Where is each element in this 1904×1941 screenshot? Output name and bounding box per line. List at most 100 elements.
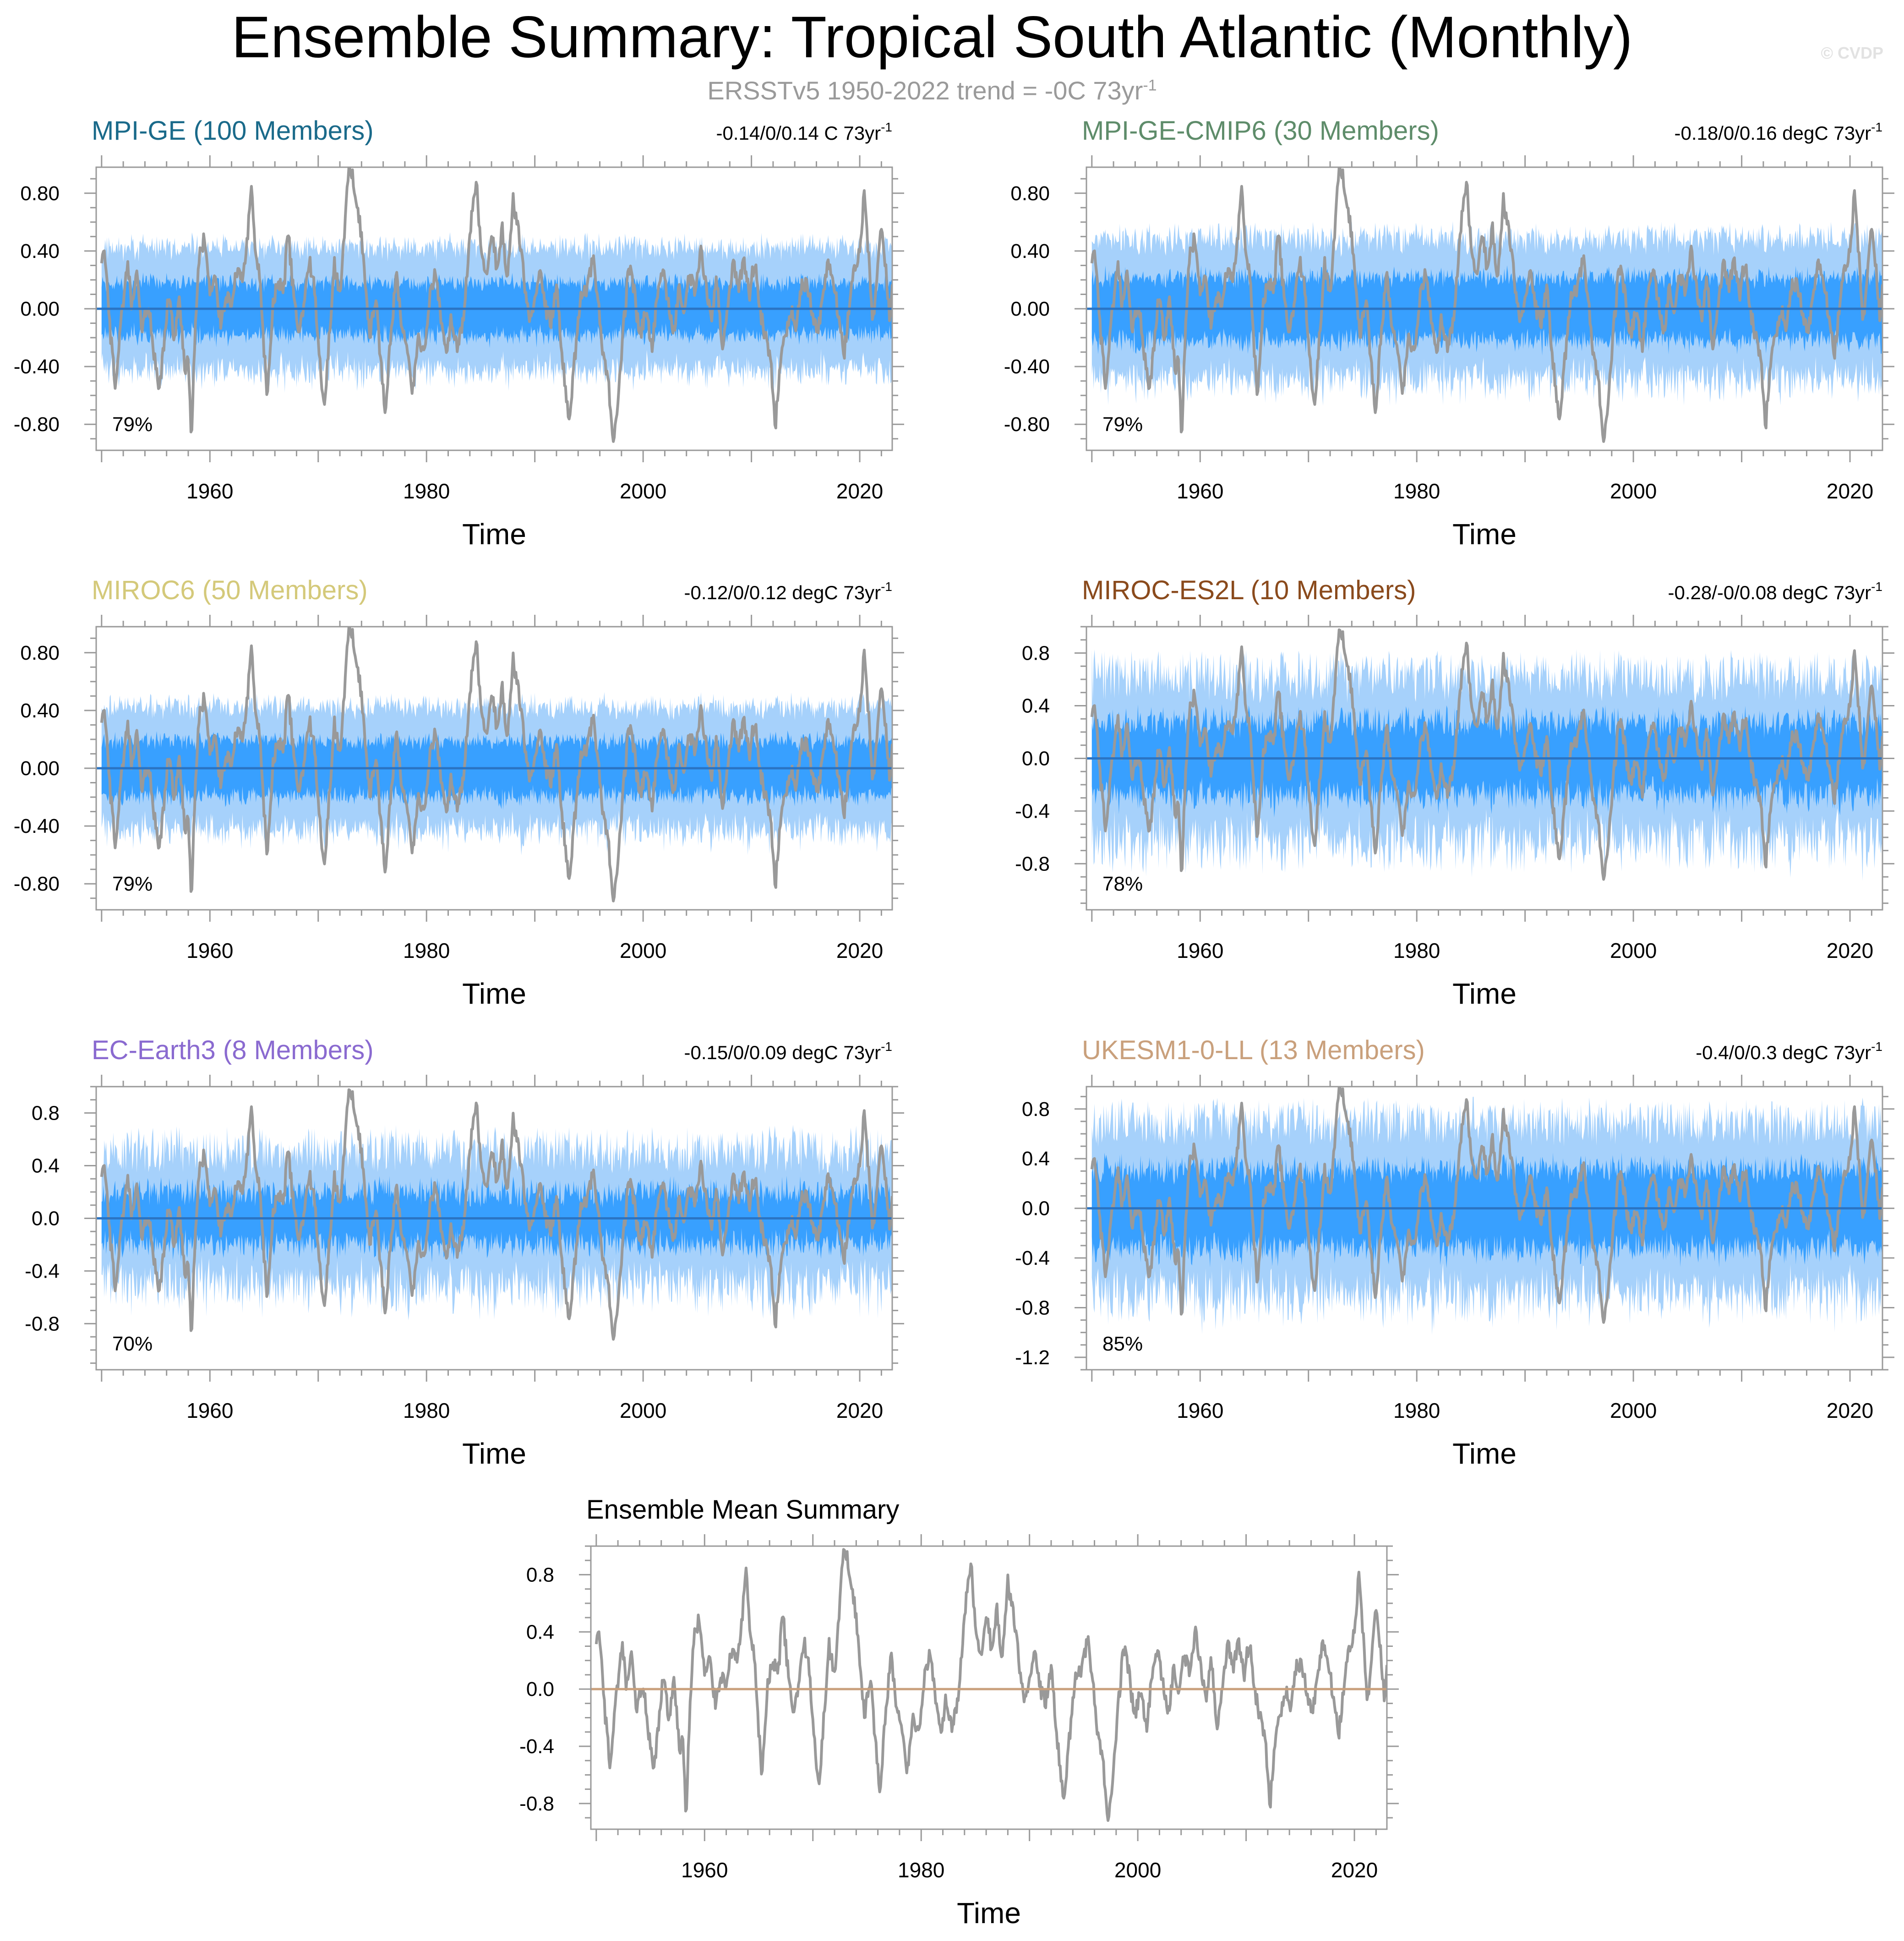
x-tick-label: 2000 — [620, 479, 666, 503]
y-tick-label: -0.80 — [14, 873, 60, 895]
x-tick-label: 1980 — [403, 939, 450, 962]
x-tick-label: 2020 — [1827, 1399, 1873, 1422]
x-tick-label: 2020 — [1827, 479, 1873, 503]
y-tick-label: -0.8 — [25, 1312, 60, 1335]
inner-spread-band — [1091, 1152, 1882, 1268]
trend-label-exponent: -1 — [1871, 120, 1882, 134]
y-tick-label: 0.40 — [1010, 240, 1050, 262]
x-tick-label: 1960 — [186, 939, 233, 962]
percent-label: 70% — [112, 1333, 153, 1355]
x-tick-label: 2000 — [620, 939, 666, 962]
x-tick-label: 1960 — [186, 479, 233, 503]
y-tick-label: -0.4 — [1015, 800, 1050, 822]
panel-title: UKESM1-0-LL (13 Members) — [1082, 1035, 1425, 1065]
panel-title: MPI-GE-CMIP6 (30 Members) — [1082, 116, 1439, 146]
panel-ukesm1-0-ll: -1.2 -0.8 -0.4 0.0 0.4 0.8 1960 1980 2000 2020 Tim… — [1015, 1035, 1894, 1470]
x-tick-label: 1960 — [186, 1399, 233, 1422]
figure-subtitle: ERSSTv5 1950-2022 trend = -0C 73yr-1 — [0, 76, 1864, 105]
y-tick-label: 0.4 — [32, 1154, 60, 1177]
y-tick-label: 0.00 — [1010, 298, 1050, 320]
percent-label: 85% — [1102, 1333, 1143, 1355]
panel-ec-earth3: -0.8 -0.4 0.0 0.4 0.8 1960 1980 2000 2020 Time EC-… — [25, 1035, 904, 1470]
y-tick-label: 0.8 — [1022, 642, 1050, 664]
plot-frame — [95, 1086, 893, 1371]
y-tick-label: 0.80 — [20, 182, 60, 205]
x-tick-label: 2020 — [836, 479, 883, 503]
panel-mpi-ge-cmip6: -0.80 -0.40 0.00 0.40 0.80 1960 1980 2000 2020 Ti… — [1004, 116, 1894, 551]
panel-title: MIROC6 (50 Members) — [92, 575, 368, 605]
figure-title: Ensemble Summary: Tropical South Atlanti… — [231, 5, 1633, 70]
y-tick-label: 0.8 — [32, 1102, 60, 1124]
y-tick-label: 0.4 — [1022, 694, 1050, 717]
y-tick-label: 0.0 — [1022, 747, 1050, 770]
y-tick-label: 0.00 — [20, 757, 60, 780]
x-axis-title: Time — [462, 1437, 526, 1470]
panel-title: EC-Earth3 (8 Members) — [92, 1035, 374, 1065]
trend-label: -0.4/0/0.3 degC 73yr-1 — [1696, 1039, 1882, 1063]
trend-label-text: -0.15/0/0.09 degC 73yr — [684, 1042, 881, 1063]
y-tick-label: -0.40 — [14, 815, 60, 837]
panel-ensemble-mean-summary: -0.8 -0.4 0.0 0.4 0.8 1960 1980 2000 2020 Time Ens… — [519, 1495, 1399, 1930]
x-tick-label: 2000 — [620, 1399, 666, 1422]
trend-label-exponent: -1 — [1871, 1039, 1882, 1054]
trend-label-text: -0.14/0/0.14 C 73yr — [716, 122, 881, 144]
subtitle-exponent: -1 — [1143, 77, 1157, 94]
y-tick-label: 0.40 — [20, 240, 60, 262]
y-tick-label: -0.4 — [25, 1260, 60, 1282]
x-tick-label: 1980 — [898, 1858, 944, 1882]
subtitle-text: ERSSTv5 1950-2022 trend = -0C 73yr — [707, 76, 1143, 105]
y-tick-label: -0.80 — [1004, 413, 1050, 436]
y-tick-label: 0.8 — [1022, 1098, 1050, 1121]
x-tick-label: 1960 — [1177, 939, 1223, 962]
panel-title: Ensemble Mean Summary — [586, 1495, 899, 1525]
y-tick-label: 0.4 — [526, 1621, 554, 1643]
trend-label: -0.15/0/0.09 degC 73yr-1 — [684, 1039, 892, 1063]
y-tick-label: -0.4 — [1015, 1247, 1050, 1269]
x-tick-label: 2000 — [1114, 1858, 1161, 1882]
y-tick-label: 0.80 — [20, 642, 60, 664]
trend-label: -0.18/0/0.16 degC 73yr-1 — [1674, 120, 1882, 144]
x-axis-title: Time — [1452, 518, 1517, 551]
y-tick-label: 0.40 — [20, 700, 60, 722]
trend-label: -0.28/-0/0.08 degC 73yr-1 — [1668, 580, 1882, 603]
x-tick-label: 2020 — [836, 939, 883, 962]
trend-label: -0.14/0/0.14 C 73yr-1 — [716, 120, 892, 144]
x-tick-label: 2000 — [1610, 1399, 1657, 1422]
y-tick-label: -0.4 — [519, 1735, 554, 1758]
panel-mpi-ge: -0.80 -0.40 0.00 0.40 0.80 1960 1980 2000 2020 Ti… — [14, 116, 904, 551]
y-tick-label: -0.40 — [14, 355, 60, 378]
panel-miroc6: -0.80 -0.40 0.00 0.40 0.80 1960 1980 2000 2020 Ti… — [14, 575, 904, 1010]
x-tick-label: 1960 — [681, 1858, 728, 1882]
trend-label-text: -0.28/-0/0.08 degC 73yr — [1668, 582, 1871, 603]
trend-label-exponent: -1 — [881, 120, 892, 134]
x-axis-title: Time — [1452, 977, 1517, 1010]
y-tick-label: -0.40 — [1004, 355, 1050, 378]
x-axis-title: Time — [957, 1897, 1021, 1930]
plot-frame — [1086, 1086, 1883, 1371]
trend-label-exponent: -1 — [881, 1039, 892, 1054]
cvdp-watermark: © CVDP — [1821, 44, 1883, 62]
y-tick-label: 0.00 — [20, 298, 60, 320]
x-tick-label: 1980 — [1393, 479, 1440, 503]
x-tick-label: 1980 — [1393, 939, 1440, 962]
x-axis-title: Time — [462, 518, 526, 551]
y-tick-label: -0.8 — [1015, 853, 1050, 875]
x-tick-label: 1980 — [403, 1399, 450, 1422]
panel-title: MPI-GE (100 Members) — [92, 116, 374, 146]
percent-label: 79% — [112, 873, 153, 895]
x-tick-label: 2020 — [836, 1399, 883, 1422]
trend-label-exponent: -1 — [1871, 580, 1882, 594]
trend-label-text: -0.18/0/0.16 degC 73yr — [1674, 122, 1871, 144]
percent-label: 79% — [112, 413, 153, 436]
y-tick-label: -0.8 — [519, 1793, 554, 1815]
y-tick-label: 0.0 — [32, 1207, 60, 1230]
y-tick-label: 0.8 — [526, 1564, 554, 1586]
x-tick-label: 2000 — [1610, 479, 1657, 503]
trend-label-text: -0.12/0/0.12 degC 73yr — [684, 582, 881, 603]
x-tick-label: 1980 — [1393, 1399, 1440, 1422]
y-tick-label: -0.80 — [14, 413, 60, 436]
percent-label: 78% — [1102, 873, 1143, 895]
y-tick-label: 0.80 — [1010, 182, 1050, 205]
trend-label-text: -0.4/0/0.3 degC 73yr — [1696, 1042, 1871, 1063]
